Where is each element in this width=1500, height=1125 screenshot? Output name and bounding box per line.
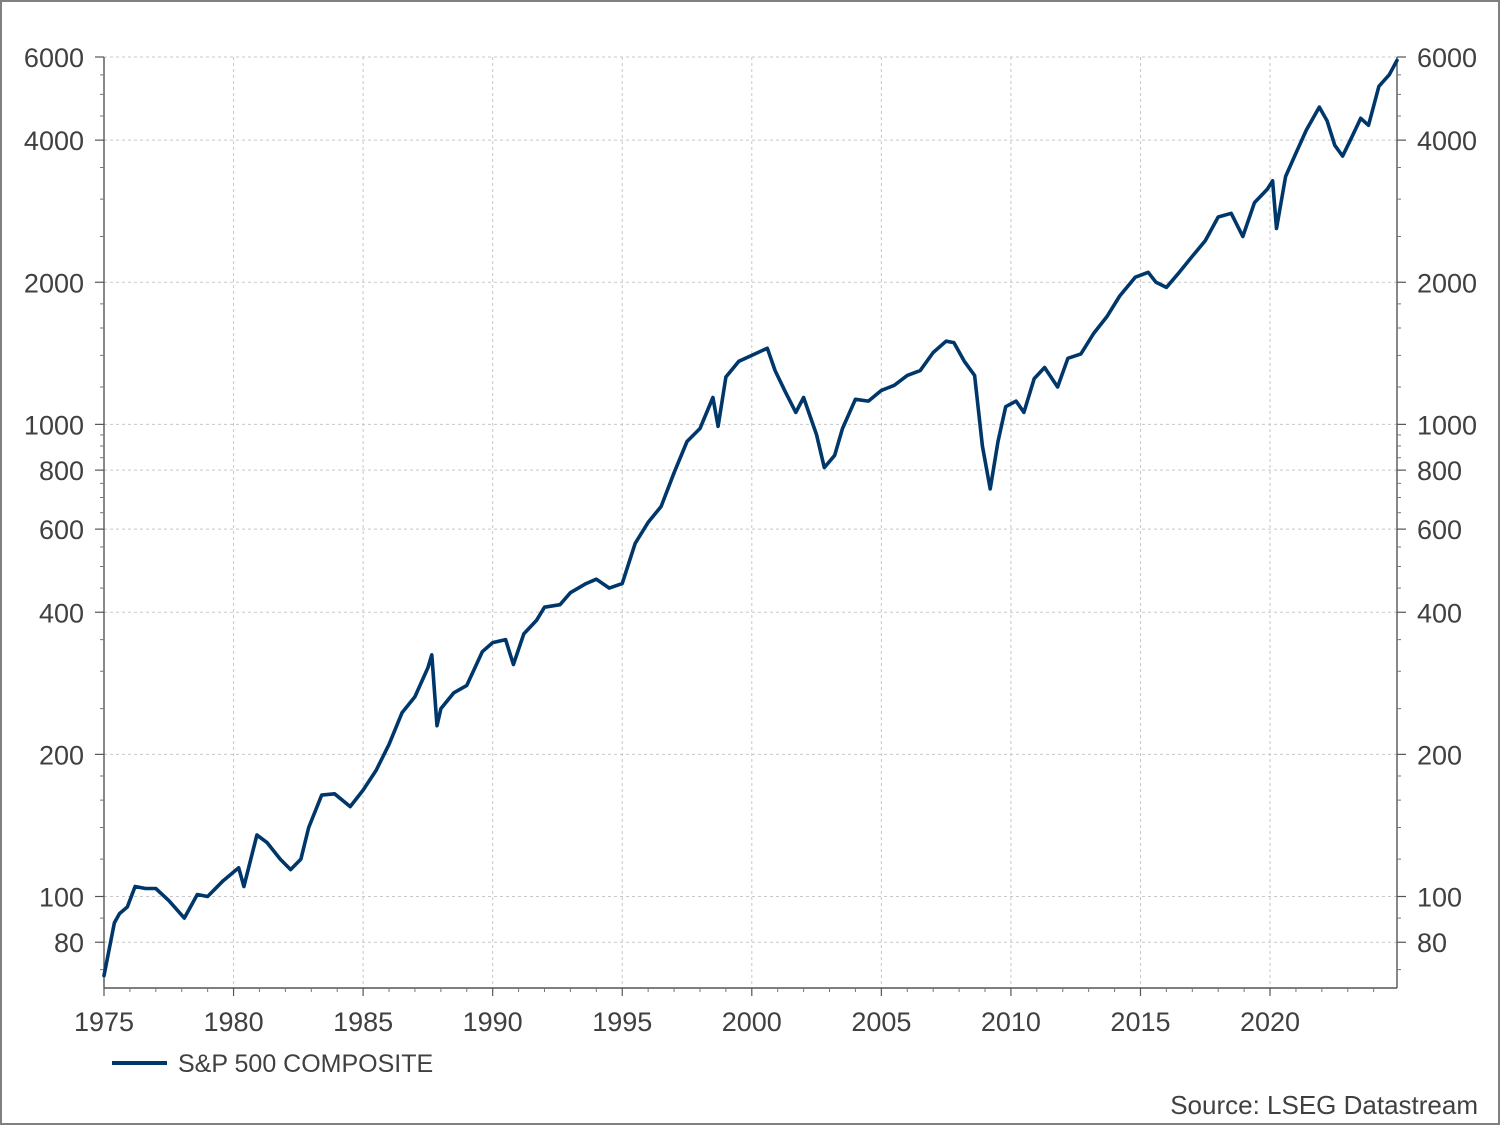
legend-label: S&P 500 COMPOSITE	[178, 1050, 433, 1078]
legend: S&P 500 COMPOSITE	[112, 1050, 433, 1078]
x-tick-label-2000: 2000	[722, 1007, 782, 1037]
y-tick-label-right-80: 80	[1417, 928, 1447, 958]
y-tick-label-right-400: 400	[1417, 598, 1462, 628]
y-tick-label-right-200: 200	[1417, 740, 1462, 770]
y-tick-label-right-2000: 2000	[1417, 268, 1477, 298]
x-tick-label-2015: 2015	[1110, 1007, 1170, 1037]
tick-labels: 1975 1980 1985 1990 1995 2000 2005 2010 2015 2020…	[24, 43, 1477, 1037]
y-tick-label-right-800: 800	[1417, 456, 1462, 486]
axes	[95, 56, 1406, 996]
y-tick-label-left-800: 800	[39, 456, 84, 486]
x-tick-label-1975: 1975	[74, 1007, 134, 1037]
y-tick-label-right-6000: 6000	[1417, 43, 1477, 73]
x-tick-label-1990: 1990	[463, 1007, 523, 1037]
y-tick-label-left-1000: 1000	[24, 410, 84, 440]
minor-ticks	[100, 74, 1401, 992]
y-tick-label-right-100: 100	[1417, 882, 1462, 912]
y-tick-label-left-6000: 6000	[24, 43, 84, 73]
y-tick-label-left-600: 600	[39, 515, 84, 545]
series-line-sp500	[102, 58, 1399, 978]
x-tick-label-1980: 1980	[204, 1007, 264, 1037]
y-tick-label-left-400: 400	[39, 598, 84, 628]
y-tick-label-left-80: 80	[54, 928, 84, 958]
x-tick-label-2020: 2020	[1240, 1007, 1300, 1037]
x-tick-label-1985: 1985	[333, 1007, 393, 1037]
y-tick-label-left-200: 200	[39, 740, 84, 770]
y-tick-label-left-100: 100	[39, 882, 84, 912]
source-label: Source: LSEG Datastream	[1170, 1090, 1478, 1120]
x-tick-label-2010: 2010	[981, 1007, 1041, 1037]
x-tick-label-1995: 1995	[592, 1007, 652, 1037]
y-tick-label-right-1000: 1000	[1417, 410, 1477, 440]
x-tick-label-2005: 2005	[851, 1007, 911, 1037]
y-tick-label-left-4000: 4000	[24, 126, 84, 156]
y-tick-label-left-2000: 2000	[24, 268, 84, 298]
y-tick-label-right-600: 600	[1417, 515, 1462, 545]
y-tick-label-right-4000: 4000	[1417, 126, 1477, 156]
grid-lines	[103, 56, 1397, 988]
